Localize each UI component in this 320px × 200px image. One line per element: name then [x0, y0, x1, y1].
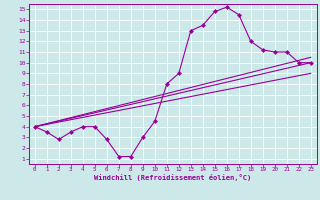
X-axis label: Windchill (Refroidissement éolien,°C): Windchill (Refroidissement éolien,°C) — [94, 174, 252, 181]
